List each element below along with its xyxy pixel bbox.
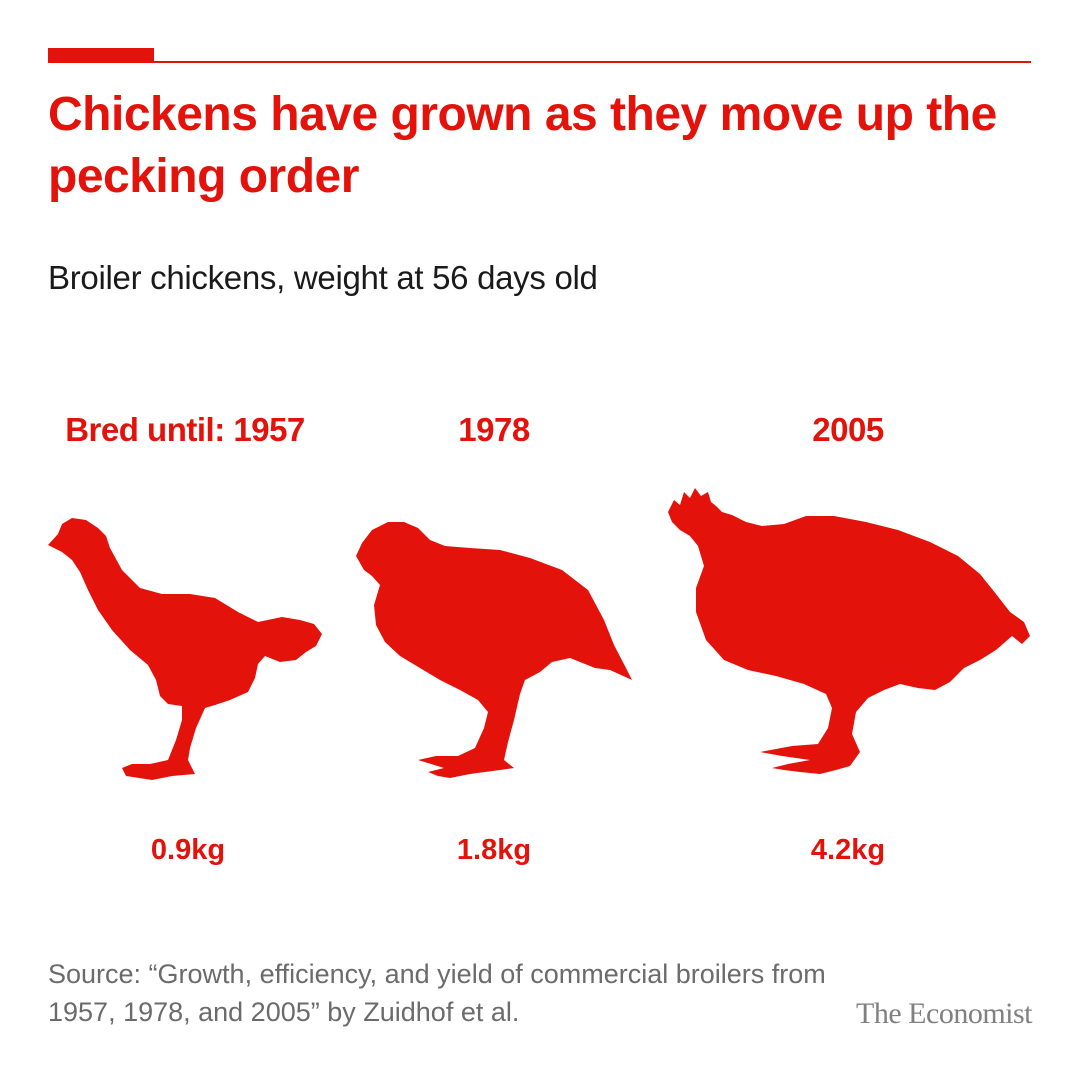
- year-value: 1957: [233, 411, 305, 448]
- weight-label-1957: 0.9kg: [150, 834, 226, 866]
- chart-title: Chickens have grown as they move up the …: [48, 88, 997, 203]
- chicken-silhouette-icon: [356, 522, 632, 778]
- year-label-1978: 1978: [458, 411, 530, 448]
- chicken-silhouette-icon: [668, 488, 1030, 774]
- top-accent-tab: [48, 48, 154, 62]
- weight-label-1978: 1.8kg: [456, 834, 532, 866]
- year-label-1957: Bred until: 1957: [40, 408, 330, 452]
- top-rule: [48, 61, 1031, 63]
- year-prefix: Bred until:: [65, 411, 225, 448]
- source-note: Source: “Growth, efficiency, and yield o…: [48, 959, 826, 1027]
- year-label-2005: 2005: [812, 411, 884, 448]
- chicken-silhouette-icon: [48, 518, 322, 780]
- weight-label-2005: 4.2kg: [810, 834, 886, 866]
- chart-subtitle: Broiler chickens, weight at 56 days old: [48, 259, 598, 296]
- publisher-logo: The Economist: [856, 997, 1032, 1030]
